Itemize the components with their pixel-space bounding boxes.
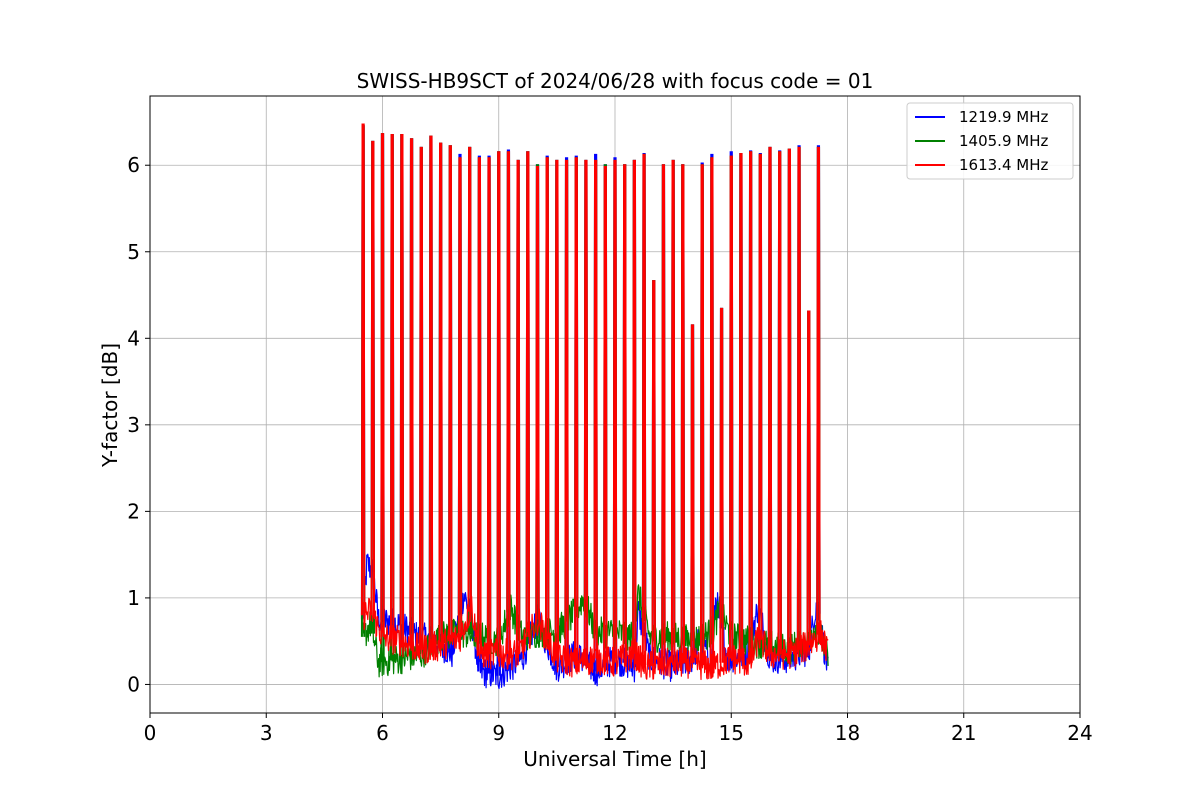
series-peak <box>467 146 472 612</box>
series-peak <box>632 159 637 655</box>
series-peak <box>399 133 405 642</box>
x-tick-label: 6 <box>376 721 389 745</box>
x-tick-label: 15 <box>719 721 744 745</box>
series-peak <box>583 159 589 661</box>
x-axis-label: Universal Time [h] <box>523 747 706 771</box>
y-tick-label: 1 <box>127 586 140 610</box>
legend: 1219.9 MHz 1405.9 MHz 1613.4 MHz <box>906 102 1074 180</box>
series-peak <box>612 159 618 663</box>
series-peak <box>389 133 395 640</box>
series-peak <box>486 157 492 655</box>
series-peak <box>748 151 753 663</box>
series-layer <box>360 123 829 690</box>
series-peak <box>651 280 656 666</box>
series-peak <box>457 157 463 637</box>
series-peak <box>506 151 511 655</box>
x-tick-label: 12 <box>602 721 627 745</box>
series-peak <box>603 165 608 661</box>
series-peak <box>796 146 802 650</box>
series-peak <box>515 159 521 655</box>
legend-label: 1613.4 MHz <box>959 156 1048 174</box>
series-peak <box>370 140 376 616</box>
chart-title: SWISS-HB9SCT of 2024/06/28 with focus co… <box>357 69 874 93</box>
y-tick-label: 3 <box>127 413 140 437</box>
series-peak <box>622 164 627 659</box>
series-peak <box>680 164 686 663</box>
series-peak <box>477 157 482 655</box>
legend-label: 1219.9 MHz <box>959 108 1048 126</box>
y-tick-label: 0 <box>127 672 140 696</box>
legend-label: 1405.9 MHz <box>959 132 1048 150</box>
y-tick-label: 6 <box>127 153 140 177</box>
series-peak <box>535 165 540 620</box>
y-axis: 0 1 2 3 4 5 6 <box>127 153 150 696</box>
series-peak <box>380 133 385 637</box>
legend-box <box>906 102 1074 180</box>
y-tick-label: 2 <box>127 499 140 523</box>
series-peak <box>448 145 453 642</box>
series-peak <box>719 307 724 663</box>
x-tick-label: 24 <box>1067 721 1092 745</box>
x-tick-label: 3 <box>260 721 273 745</box>
series-peak <box>787 148 792 655</box>
series-peak <box>525 151 531 637</box>
series-peak <box>496 151 501 655</box>
series-peak <box>438 142 443 646</box>
series-peak <box>816 146 821 635</box>
series-peak <box>699 164 705 665</box>
y-tick-label: 4 <box>127 326 140 350</box>
x-tick-label: 21 <box>951 721 976 745</box>
series-peak <box>738 152 744 661</box>
y-tick-label: 5 <box>127 240 140 264</box>
series-peak <box>777 151 782 655</box>
series-peak <box>641 153 647 665</box>
series-peak <box>767 146 773 655</box>
series-peak <box>554 159 560 659</box>
y-axis-label: Y-factor [dB] <box>98 343 122 468</box>
series-peak <box>593 159 598 659</box>
series-baseline-2 <box>362 595 829 681</box>
series-baseline-1 <box>362 584 829 678</box>
series-peak <box>428 135 434 648</box>
series-peak <box>564 159 569 661</box>
series-peak <box>758 153 763 640</box>
series-peak <box>419 146 424 650</box>
series-peak <box>709 157 715 668</box>
series-peak <box>690 324 695 663</box>
x-tick-label: 18 <box>835 721 860 745</box>
x-tick-label: 9 <box>492 721 505 745</box>
series-peak <box>574 157 579 663</box>
x-tick-label: 0 <box>144 721 157 745</box>
series-peak <box>661 164 666 665</box>
series-peak <box>360 123 366 616</box>
series-peak <box>729 155 734 659</box>
series-peak <box>670 159 676 663</box>
series-peak <box>806 310 811 646</box>
x-axis: 0 3 6 9 12 15 18 21 24 <box>144 713 1093 745</box>
series-peak <box>544 157 550 640</box>
series-peak <box>409 138 414 646</box>
